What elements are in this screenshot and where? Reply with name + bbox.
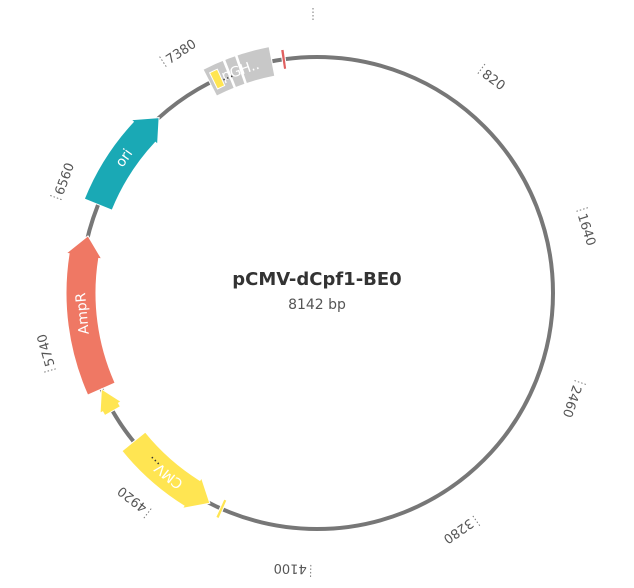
feature	[64, 235, 116, 396]
plasmid-title: pCMV-dCpf1-BE0	[232, 269, 401, 290]
tick: 7380	[159, 37, 199, 69]
feature	[121, 431, 211, 510]
tick-mark	[143, 506, 153, 519]
tick: 820	[476, 63, 508, 94]
small-feature	[215, 498, 228, 520]
feature-label: AmpR	[73, 292, 93, 335]
small-feature	[208, 68, 226, 90]
tick-label: 1640	[574, 212, 598, 248]
tick: 4920	[115, 483, 153, 519]
tick-label: 3280	[440, 515, 476, 546]
tick-mark	[572, 379, 587, 385]
tick: 1640	[574, 207, 598, 248]
stripe	[222, 58, 237, 89]
more-label: ...	[218, 66, 235, 85]
tick-label: 4920	[115, 483, 150, 515]
tick-mark	[574, 207, 589, 213]
tick-label: 820	[479, 67, 508, 94]
tick-label: 4100	[273, 560, 306, 576]
tick: 6560	[50, 161, 78, 201]
tick-label: 2460	[559, 383, 584, 419]
tick-mark	[44, 367, 58, 373]
stripe	[234, 54, 248, 85]
small-feature	[99, 388, 123, 417]
tick-mark	[50, 195, 64, 201]
tick-label: 7380	[163, 37, 199, 68]
feature	[83, 117, 160, 211]
tick: 5740	[35, 332, 59, 373]
tick-label: 6560	[53, 161, 78, 197]
tick-label: 5740	[35, 332, 59, 368]
small-feature	[280, 48, 288, 71]
tick: 3280	[440, 513, 481, 546]
tick: 4100	[273, 560, 312, 577]
tick: 2460	[559, 379, 587, 419]
plasmid-size: 8142 bp	[288, 297, 346, 313]
